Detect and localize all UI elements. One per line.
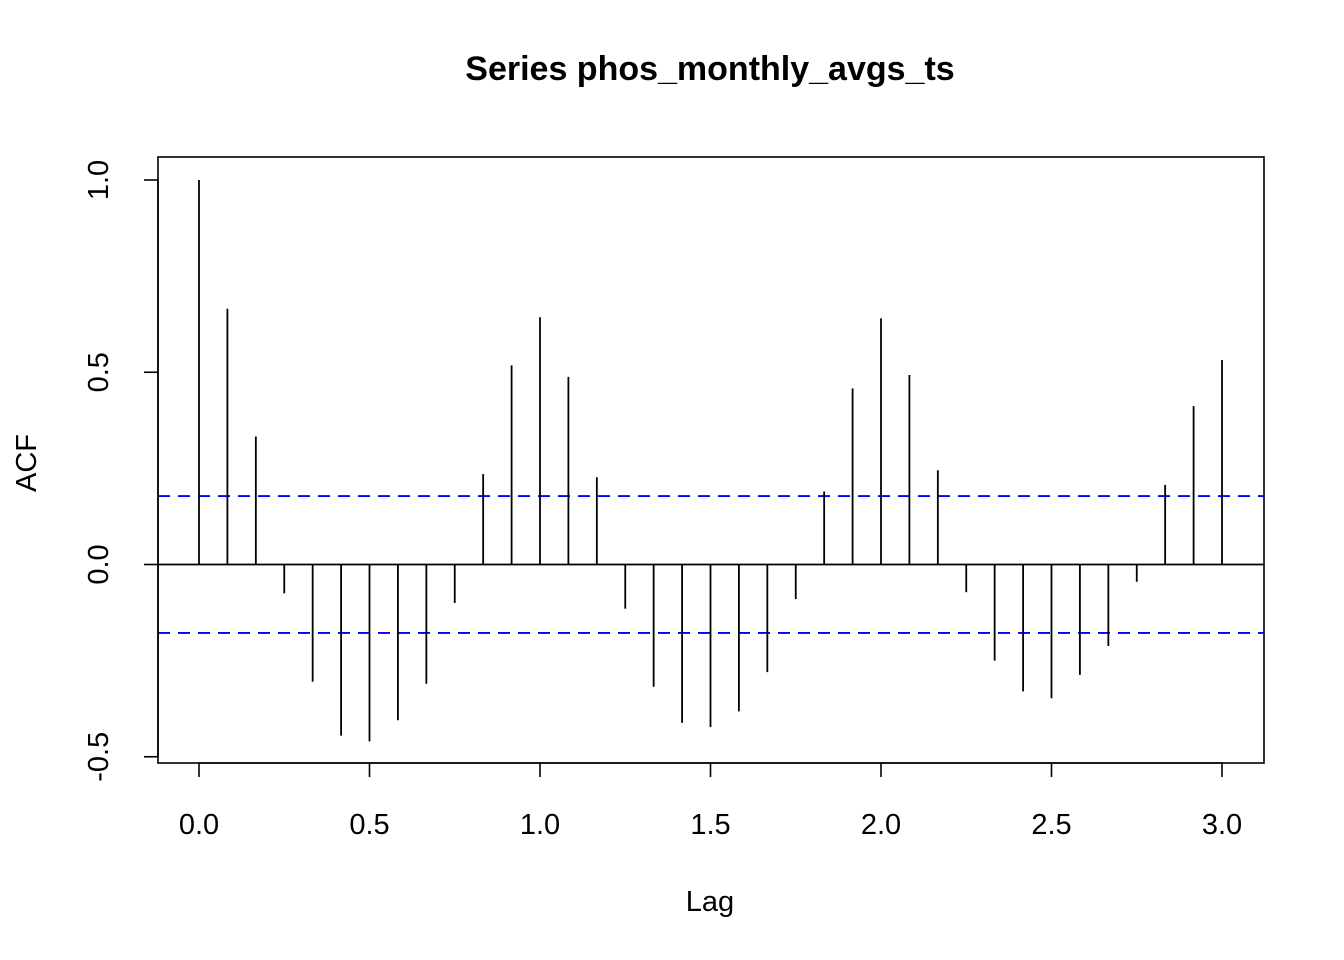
x-tick-label: 0.0 — [179, 809, 219, 841]
y-tick-label: -0.5 — [83, 732, 115, 782]
y-tick-label: 0.0 — [83, 544, 115, 584]
y-axis-label: ACF — [11, 434, 43, 492]
x-tick-label: 3.0 — [1202, 809, 1242, 841]
x-tick-label: 1.0 — [520, 809, 560, 841]
x-tick-label: 0.5 — [349, 809, 389, 841]
y-tick-label: 1.0 — [83, 160, 115, 200]
x-tick-label: 1.5 — [690, 809, 730, 841]
x-tick-label: 2.0 — [861, 809, 901, 841]
chart-title: Series phos_monthly_avgs_ts — [465, 50, 954, 88]
x-tick-label: 2.5 — [1031, 809, 1071, 841]
x-axis-label: Lag — [686, 886, 734, 918]
y-tick-label: 0.5 — [83, 352, 115, 392]
